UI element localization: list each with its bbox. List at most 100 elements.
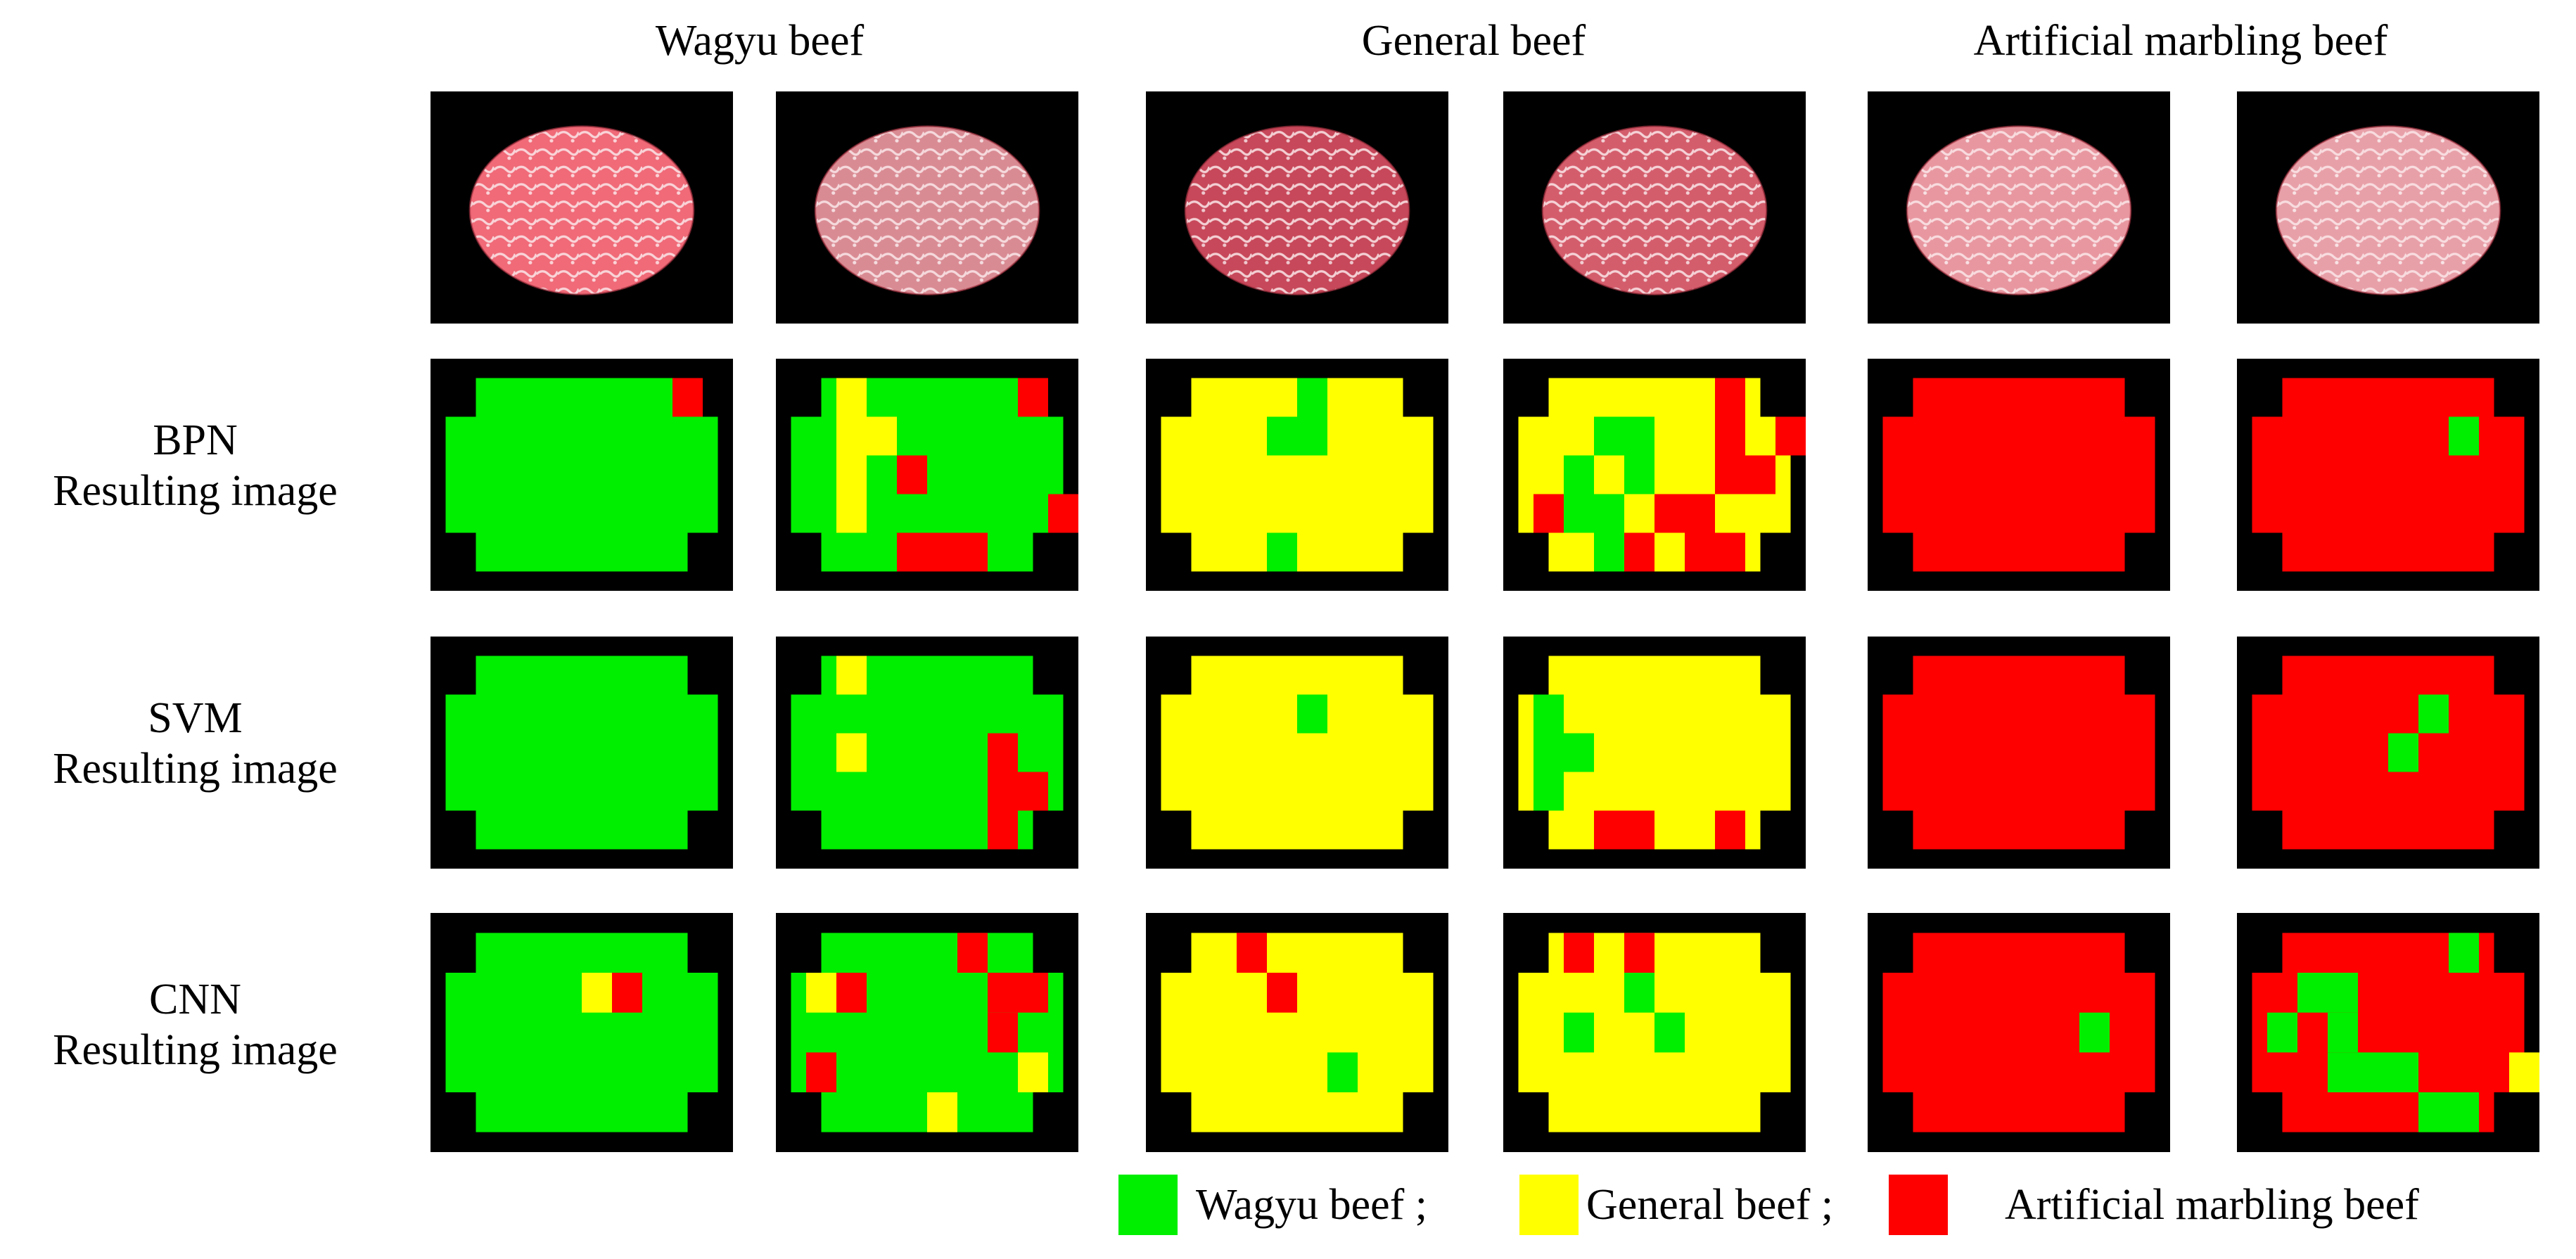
row-label-method: BPN [153,416,238,464]
map-cell-wagyu [1564,455,1594,494]
map-region-wagyu [445,933,718,1132]
map-cell-artificial [1018,378,1048,417]
map-cell-artificial [1624,933,1654,973]
map-cell-artificial [1564,933,1594,973]
beef-photo [2275,125,2501,295]
result-panel-cnn-wagyu-1 [431,913,733,1152]
row-label-caption: Resulting image [53,1026,338,1074]
column-header-artificial: Artificial marbling beef [1973,17,2388,65]
legend-label-general: General beef ; [1586,1181,1834,1229]
map-cell-wagyu [1564,733,1594,772]
map-cell-general [806,973,836,1013]
classification-map [791,933,1064,1132]
result-panel-cnn-artificial-2 [2237,913,2539,1152]
map-cell-artificial [1715,416,1745,456]
map-cell-wagyu [1297,416,1327,456]
map-cell-wagyu [2418,694,2449,734]
row-label-svm: SVM Resulting image [0,693,390,794]
map-region-artificial [2252,378,2525,572]
map-cell-wagyu [1594,416,1624,456]
map-cell-wagyu [1534,694,1564,734]
map-cell-artificial [1237,933,1267,973]
map-cell-general [836,656,867,695]
result-panel-bpn-general-1 [1146,359,1448,591]
map-cell-wagyu [2449,1092,2479,1132]
classification-map [2252,656,2525,850]
beef-photo [468,125,695,295]
map-cell-general [836,455,867,494]
map-cell-wagyu [1534,772,1564,811]
map-cell-artificial [988,810,1018,850]
map-cell-wagyu [2328,1012,2358,1053]
result-panel-svm-wagyu-2 [776,637,1078,869]
map-cell-artificial [1018,973,1048,1013]
map-cell-wagyu [1564,1012,1594,1053]
map-region-artificial [1882,656,2155,850]
map-cell-artificial [957,532,988,572]
map-cell-artificial [1775,416,1806,456]
map-cell-general [836,733,867,772]
beef-photo [814,125,1040,295]
classification-map [1518,656,1791,850]
map-cell-wagyu [1594,532,1624,572]
map-cell-wagyu [1624,973,1654,1013]
map-cell-artificial [927,532,957,572]
result-panel-svm-artificial-2 [2237,637,2539,869]
map-region-general [1161,378,1434,572]
result-panel-svm-artificial-1 [1868,637,2170,869]
map-cell-artificial [988,973,1018,1013]
map-cell-general [836,494,867,533]
legend-swatch-wagyu [1118,1175,1178,1235]
map-cell-artificial [1624,532,1654,572]
result-panel-cnn-wagyu-2 [776,913,1078,1152]
classification-map [1882,656,2155,850]
classification-map [445,656,718,850]
map-cell-general [927,1092,957,1132]
result-panel-bpn-general-2 [1503,359,1806,591]
map-region-artificial [1882,378,2155,572]
map-cell-wagyu [1594,494,1624,533]
map-cell-wagyu [1534,733,1564,772]
map-cell-general [836,416,867,456]
column-header-wagyu: Wagyu beef [655,17,865,65]
map-cell-wagyu [2388,733,2418,772]
map-region-wagyu [445,656,718,850]
classification-map [445,378,718,572]
map-cell-artificial [1534,494,1564,533]
column-header-general: General beef [1361,17,1586,65]
classification-map [791,378,1078,572]
map-region-wagyu [445,378,718,572]
map-cell-artificial [897,455,927,494]
map-cell-artificial [1018,772,1048,811]
map-cell-artificial [672,378,703,417]
photo-panel-artificial-1 [1868,91,2170,324]
classification-map [1518,378,1806,572]
map-region-general [1518,656,1791,850]
legend-swatch-general [1519,1175,1579,1235]
map-cell-wagyu [1624,416,1654,456]
map-cell-artificial [1594,810,1624,850]
map-cell-artificial [1745,455,1775,494]
map-cell-artificial [806,1052,836,1092]
result-panel-bpn-wagyu-2 [776,359,1078,591]
photo-panel-general-2 [1503,91,1806,324]
map-cell-wagyu [1297,694,1327,734]
row-label-caption: Resulting image [53,745,338,793]
legend-label-artificial: Artificial marbling beef [2005,1181,2419,1229]
classification-map [1518,933,1791,1132]
map-cell-artificial [897,532,927,572]
map-cell-artificial [1715,532,1745,572]
map-cell-general [867,416,897,456]
map-cell-artificial [988,733,1018,772]
map-cell-wagyu [2079,1012,2110,1053]
map-cell-wagyu [2388,1052,2418,1092]
map-cell-artificial [836,973,867,1013]
map-cell-wagyu [1564,494,1594,533]
result-panel-bpn-artificial-1 [1868,359,2170,591]
photo-panel-wagyu-2 [776,91,1078,324]
map-cell-wagyu [2267,1012,2297,1053]
result-panel-svm-general-2 [1503,637,1806,869]
beef-photo [1906,125,2132,295]
row-label-bpn: BPN Resulting image [0,415,390,516]
